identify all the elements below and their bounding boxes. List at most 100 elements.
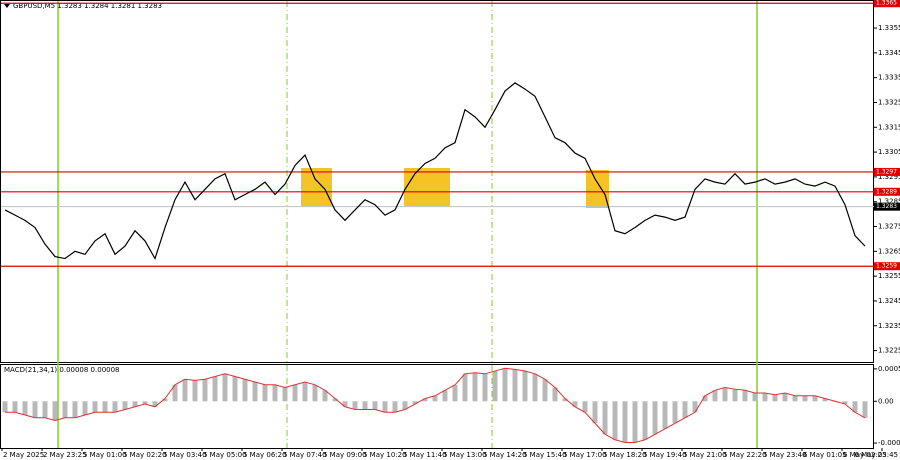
x-tick-label: 5 May 05:00 xyxy=(203,451,247,459)
y-tick-label: 1.3345 xyxy=(878,49,900,57)
macd-bar xyxy=(632,401,638,443)
macd-bar xyxy=(682,401,688,418)
highlight-box xyxy=(301,168,332,206)
macd-bar xyxy=(562,398,568,402)
macd-bar xyxy=(232,376,238,402)
macd-bar xyxy=(802,395,808,402)
macd-bar xyxy=(142,401,148,405)
y-tick-label: 1.3245 xyxy=(878,297,900,305)
macd-bar xyxy=(222,373,228,402)
macd-bar xyxy=(202,379,208,402)
macd-bar xyxy=(752,393,758,402)
y-tick-label: 1.3295 xyxy=(878,173,900,181)
macd-bar xyxy=(842,401,848,405)
macd-bar xyxy=(822,398,828,402)
macd-bar xyxy=(302,382,308,402)
price-line xyxy=(4,82,866,261)
macd-bar xyxy=(622,401,628,443)
macd-bar xyxy=(342,401,348,407)
x-tick-label: 5 May 22:20 xyxy=(723,451,767,459)
macd-bar xyxy=(392,401,398,413)
macd-bar xyxy=(382,401,388,413)
x-tick-label: 5 May 06:20 xyxy=(243,451,287,459)
level-label: 1.3289 xyxy=(876,188,897,195)
macd-bar xyxy=(852,401,858,413)
x-tick-label: 5 May 09:00 xyxy=(323,451,367,459)
macd-bar xyxy=(2,401,8,413)
macd-bar xyxy=(532,373,538,402)
y-tick-label: 0.00 xyxy=(878,397,894,405)
y-tick-label: 1.3335 xyxy=(878,74,900,82)
macd-bar xyxy=(32,401,38,418)
y-tick-label: 1.3255 xyxy=(878,272,900,280)
x-tick-label: 5 May 01:00 xyxy=(83,451,127,459)
macd-bar xyxy=(542,379,548,402)
macd-bar xyxy=(272,384,278,402)
macd-title: MACD(21,34,1) 0.00008 0.00008 xyxy=(4,366,120,374)
y-tick-label: 1.3235 xyxy=(878,322,900,330)
chart-title: GBPUSD,M5 1.3283 1.3284 1.3281 1.3283 xyxy=(13,2,162,10)
highlight-box xyxy=(404,168,450,206)
y-tick-label: 1.3265 xyxy=(878,247,900,255)
macd-bar xyxy=(362,401,368,410)
macd-bar xyxy=(312,384,318,402)
macd-bar xyxy=(472,372,478,402)
x-tick-label: 6 May 03:45 xyxy=(854,451,898,459)
current-price-label: 1.3283 xyxy=(876,203,897,210)
macd-bar xyxy=(412,401,418,405)
x-tick-label: 5 May 11:40 xyxy=(403,451,447,459)
level-label: 1.3365 xyxy=(876,0,897,7)
y-tick-label: 1.3355 xyxy=(878,24,900,32)
macd-bar xyxy=(722,387,728,402)
macd-bar xyxy=(322,390,328,402)
x-tick-label: 5 May 10:20 xyxy=(363,451,407,459)
macd-bar xyxy=(162,398,168,402)
macd-bar xyxy=(52,401,58,421)
level-tag xyxy=(874,167,900,176)
macd-bar xyxy=(862,401,868,418)
macd-bar xyxy=(592,401,598,424)
macd-bar xyxy=(402,401,408,410)
y-tick-label: 1.3225 xyxy=(878,347,900,355)
x-tick-label: 5 May 17:00 xyxy=(563,451,607,459)
current-price-tag xyxy=(874,202,900,211)
x-tick-label: 5 May 15:40 xyxy=(523,451,567,459)
x-tick-label: 5 May 21:00 xyxy=(683,451,727,459)
x-tick-label: 2 May 23:25 xyxy=(43,451,87,459)
highlight-boxes xyxy=(301,168,609,208)
macd-bar xyxy=(812,395,818,402)
macd-bar xyxy=(582,401,588,413)
x-tick-label: 5 May 02:20 xyxy=(123,451,167,459)
macd-bar xyxy=(442,390,448,402)
macd-bar xyxy=(612,401,618,440)
macd-bar xyxy=(462,373,468,402)
macd-bar xyxy=(292,384,298,402)
x-tick-label: 6 May 02:25 xyxy=(843,451,887,459)
macd-bar xyxy=(702,395,708,402)
x-tick-label: 5 May 13:00 xyxy=(443,451,487,459)
macd-bar xyxy=(152,401,158,407)
macd-bar xyxy=(62,401,68,418)
level-tag xyxy=(874,262,900,271)
level-label: 1.3259 xyxy=(876,263,897,270)
level-tag xyxy=(874,187,900,196)
y-tick-label: 1.3285 xyxy=(878,198,900,206)
macd-bar xyxy=(782,393,788,402)
macd-bar xyxy=(692,401,698,413)
x-tick-label: 5 May 23:40 xyxy=(763,451,807,459)
macd-bar xyxy=(92,401,98,413)
macd-bar xyxy=(522,371,528,402)
x-tick-label: 2 May 2025 xyxy=(3,451,44,459)
macd-bar xyxy=(422,398,428,402)
x-tick-label: 5 May 18:20 xyxy=(603,451,647,459)
macd-bar xyxy=(662,401,668,429)
macd-bar xyxy=(772,394,778,402)
macd-bar xyxy=(192,380,198,402)
macd-bar xyxy=(552,387,558,402)
macd-bar xyxy=(182,379,188,402)
macd-bar xyxy=(172,384,178,402)
x-tick-label: 5 May 19:40 xyxy=(643,451,687,459)
level-tag xyxy=(874,0,900,8)
macd-bar xyxy=(432,395,438,402)
